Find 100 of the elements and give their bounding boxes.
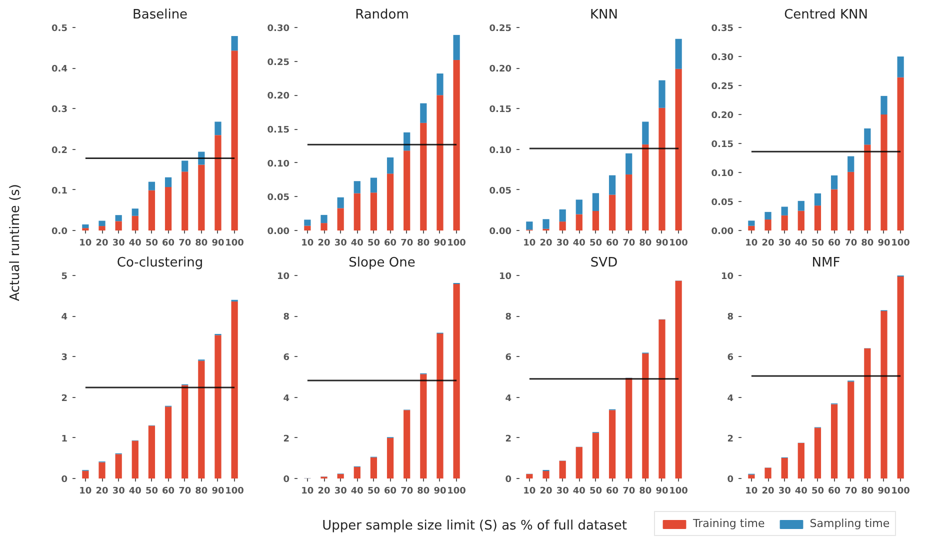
x-tick-label: 50 bbox=[367, 486, 380, 496]
y-tick-label: 4 bbox=[727, 394, 734, 404]
x-tick-label: 90 bbox=[656, 486, 668, 496]
y-tick-label: 0 bbox=[505, 475, 512, 485]
y-tick-label: 0.15 bbox=[711, 140, 734, 150]
chart-title: SVD bbox=[590, 256, 618, 270]
y-tick-label: 0.4 bbox=[52, 64, 68, 75]
x-tick-label: 60 bbox=[384, 486, 397, 496]
y-tick-label: 0.00 bbox=[711, 227, 734, 237]
x-tick-label: 90 bbox=[656, 238, 668, 248]
x-tick-label: 30 bbox=[112, 486, 125, 496]
y-tick-label: 4 bbox=[505, 394, 512, 404]
y-tick-label: 3 bbox=[61, 353, 68, 364]
x-tick-label: 80 bbox=[639, 238, 652, 248]
y-tick-label: 0.05 bbox=[711, 198, 734, 208]
x-tick-label: 70 bbox=[400, 238, 414, 248]
x-tick-label: 60 bbox=[606, 238, 619, 248]
y-tick-label: 0.05 bbox=[489, 186, 512, 196]
x-tick-label: 20 bbox=[96, 486, 108, 496]
y-tick-label: 0 bbox=[283, 475, 290, 485]
x-tick-label: 10 bbox=[745, 238, 758, 248]
x-tick-label: 10 bbox=[301, 238, 314, 248]
x-tick-label: 30 bbox=[112, 238, 125, 248]
x-tick-label: 50 bbox=[589, 238, 602, 248]
x-tick-label: 20 bbox=[96, 238, 108, 248]
x-tick-label: 90 bbox=[434, 238, 446, 248]
chart-title: Centred KNN bbox=[784, 8, 868, 22]
x-tick-label: 10 bbox=[745, 486, 758, 496]
y-tick-label: 0.25 bbox=[489, 24, 512, 34]
x-tick-label: 50 bbox=[589, 486, 602, 496]
x-tick-label: 20 bbox=[762, 486, 774, 496]
y-tick-label: 8 bbox=[283, 312, 290, 323]
x-tick-label: 40 bbox=[350, 238, 364, 248]
chart-title: Random bbox=[355, 8, 409, 22]
chart-title: NMF bbox=[812, 256, 840, 270]
x-tick-label: 20 bbox=[318, 486, 330, 496]
y-axis-title: Actual runtime (s) bbox=[8, 184, 23, 302]
x-tick-label: 70 bbox=[844, 486, 858, 496]
y-tick-label: 6 bbox=[505, 353, 512, 364]
x-tick-label: 50 bbox=[145, 486, 158, 496]
y-tick-label: 6 bbox=[283, 353, 290, 364]
x-axis-title: Upper sample size limit (S) as % of full dataset bbox=[322, 518, 627, 534]
x-tick-label: 70 bbox=[178, 486, 192, 496]
y-tick-label: 4 bbox=[61, 312, 68, 323]
x-tick-label: 100 bbox=[447, 486, 466, 496]
y-tick-label: 0.10 bbox=[489, 146, 512, 156]
x-tick-label: 60 bbox=[162, 238, 175, 248]
x-tick-label: 20 bbox=[540, 486, 552, 496]
x-tick-label: 80 bbox=[639, 486, 652, 496]
x-tick-label: 90 bbox=[434, 486, 446, 496]
x-tick-label: 70 bbox=[844, 238, 858, 248]
x-tick-label: 70 bbox=[622, 238, 636, 248]
x-tick-label: 70 bbox=[178, 238, 192, 248]
x-tick-label: 10 bbox=[79, 486, 92, 496]
x-tick-label: 80 bbox=[195, 486, 208, 496]
x-tick-label: 20 bbox=[318, 238, 330, 248]
y-tick-label: 2 bbox=[505, 434, 512, 444]
y-tick-label: 10 bbox=[720, 272, 734, 282]
y-tick-label: 0.00 bbox=[489, 227, 512, 237]
x-tick-label: 50 bbox=[811, 238, 824, 248]
x-tick-label: 80 bbox=[417, 238, 430, 248]
y-tick-label: 0.3 bbox=[52, 105, 68, 116]
y-tick-label: 0.2 bbox=[52, 146, 68, 156]
x-tick-label: 100 bbox=[225, 238, 244, 248]
x-tick-label: 30 bbox=[556, 238, 569, 248]
x-tick-label: 40 bbox=[128, 238, 142, 248]
chart-title: Slope One bbox=[348, 256, 416, 270]
x-tick-label: 100 bbox=[891, 486, 910, 496]
y-tick-label: 10 bbox=[498, 272, 512, 282]
x-tick-label: 40 bbox=[794, 486, 808, 496]
x-tick-label: 40 bbox=[128, 486, 142, 496]
x-tick-label: 30 bbox=[778, 238, 791, 248]
x-tick-label: 80 bbox=[195, 238, 208, 248]
y-tick-label: 0.30 bbox=[267, 24, 290, 34]
x-tick-label: 50 bbox=[367, 238, 380, 248]
x-tick-label: 60 bbox=[606, 486, 619, 496]
y-tick-label: 0.25 bbox=[267, 58, 290, 68]
y-tick-label: 0.35 bbox=[711, 24, 734, 34]
x-tick-label: 70 bbox=[622, 486, 636, 496]
y-tick-label: 0.0 bbox=[52, 227, 68, 237]
y-tick-label: 0.10 bbox=[267, 159, 290, 170]
x-tick-label: 60 bbox=[384, 238, 397, 248]
x-tick-label: 80 bbox=[417, 486, 430, 496]
y-tick-label: 4 bbox=[283, 394, 290, 404]
x-tick-label: 30 bbox=[556, 486, 569, 496]
x-tick-label: 10 bbox=[523, 486, 536, 496]
legend-label: Sampling time bbox=[810, 517, 890, 530]
y-tick-label: 0.5 bbox=[52, 24, 68, 34]
x-tick-label: 90 bbox=[212, 486, 224, 496]
y-tick-label: 6 bbox=[727, 353, 734, 364]
x-tick-label: 60 bbox=[828, 238, 841, 248]
x-tick-label: 90 bbox=[878, 486, 890, 496]
x-tick-label: 80 bbox=[861, 486, 874, 496]
x-tick-label: 60 bbox=[162, 486, 175, 496]
x-tick-label: 90 bbox=[212, 238, 224, 248]
x-tick-label: 10 bbox=[523, 238, 536, 248]
x-tick-label: 50 bbox=[811, 486, 824, 496]
y-tick-label: 8 bbox=[727, 312, 734, 323]
x-tick-label: 80 bbox=[861, 238, 874, 248]
x-tick-label: 40 bbox=[350, 486, 364, 496]
